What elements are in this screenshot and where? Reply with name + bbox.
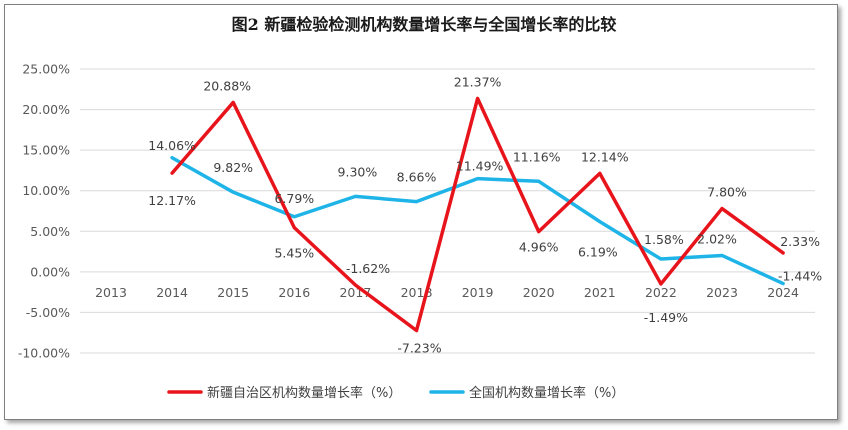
national-data-label: 8.66%: [397, 170, 437, 185]
x-tick-label: 2021: [584, 285, 616, 300]
y-tick-label: 0.00%: [30, 264, 70, 279]
x-tick-label: 2015: [217, 285, 249, 300]
xinjiang-data-label: -1.62%: [346, 261, 390, 276]
national-series-line: [170, 156, 785, 286]
xinjiang-data-label: 4.96%: [519, 240, 559, 255]
x-tick-label: 2022: [645, 285, 677, 300]
y-axis-ticks: 25.00% 20.00% 15.00% 10.00% 5.00% 0.00% -5.00%…: [18, 62, 70, 361]
y-tick-label: -5.00%: [26, 305, 70, 320]
national-data-label: 2.02%: [697, 231, 737, 246]
gridlines: [80, 68, 815, 354]
national-data-label: 1.58%: [644, 232, 684, 247]
national-data-label: 9.82%: [213, 160, 253, 175]
y-tick-label: 25.00%: [22, 62, 70, 77]
y-tick-label: 5.00%: [30, 224, 70, 239]
xinjiang-data-label: 2.33%: [780, 234, 820, 249]
national-data-label: 9.30%: [338, 164, 378, 179]
xinjiang-series-line: [170, 96, 785, 333]
y-tick-label: 10.00%: [22, 183, 70, 198]
xinjiang-data-label: 12.17%: [148, 193, 196, 208]
y-tick-label: 15.00%: [22, 143, 70, 158]
x-tick-label: 2024: [767, 285, 799, 300]
chart-title: 图2 新疆检验检测机构数量增长率与全国增长率的比较: [232, 15, 617, 34]
national-data-label: 14.06%: [148, 138, 196, 153]
x-tick-label: 2023: [706, 285, 738, 300]
x-tick-label: 2019: [462, 285, 494, 300]
national-data-label: 11.16%: [513, 149, 561, 164]
x-tick-label: 2017: [339, 285, 371, 300]
xinjiang-data-label: 12.14%: [581, 149, 629, 164]
xinjiang-data-label: 21.37%: [454, 74, 502, 89]
national-data-label: 6.79%: [274, 191, 314, 206]
x-tick-label: 2016: [278, 285, 310, 300]
x-tick-label: 2013: [95, 285, 127, 300]
x-axis-ticks: 2013 2014 2015 2016 2017 2018 2019 2020 2021 2022…: [95, 285, 799, 300]
national-data-label: -1.44%: [778, 269, 822, 284]
xinjiang-data-label: 5.45%: [274, 246, 314, 261]
chart-frame: [4, 4, 838, 420]
national-data-label: 6.19%: [578, 245, 618, 260]
xinjiang-data-label: 20.88%: [203, 78, 251, 93]
y-tick-label: 20.00%: [22, 102, 70, 117]
xinjiang-data-label: 7.80%: [707, 185, 747, 200]
x-tick-label: 2014: [156, 285, 188, 300]
xinjiang-data-label: -7.23%: [397, 341, 441, 356]
xinjiang-data-label: -1.49%: [644, 310, 688, 325]
legend-item-national-label: 全国机构数量增长率（%）: [469, 385, 624, 401]
series-lines: [170, 96, 785, 333]
y-tick-label: -10.00%: [18, 346, 70, 361]
legend-item-xinjiang-label: 新疆自治区机构数量增长率（%）: [207, 385, 401, 401]
x-tick-label: 2020: [523, 285, 555, 300]
data-labels: 12.17% 20.88% 5.45% -1.62% -7.23% 21.37% 4.96%…: [148, 74, 822, 355]
national-data-label: 11.49%: [456, 159, 504, 174]
legend: 新疆自治区机构数量增长率（%） 全国机构数量增长率（%）: [167, 385, 624, 401]
